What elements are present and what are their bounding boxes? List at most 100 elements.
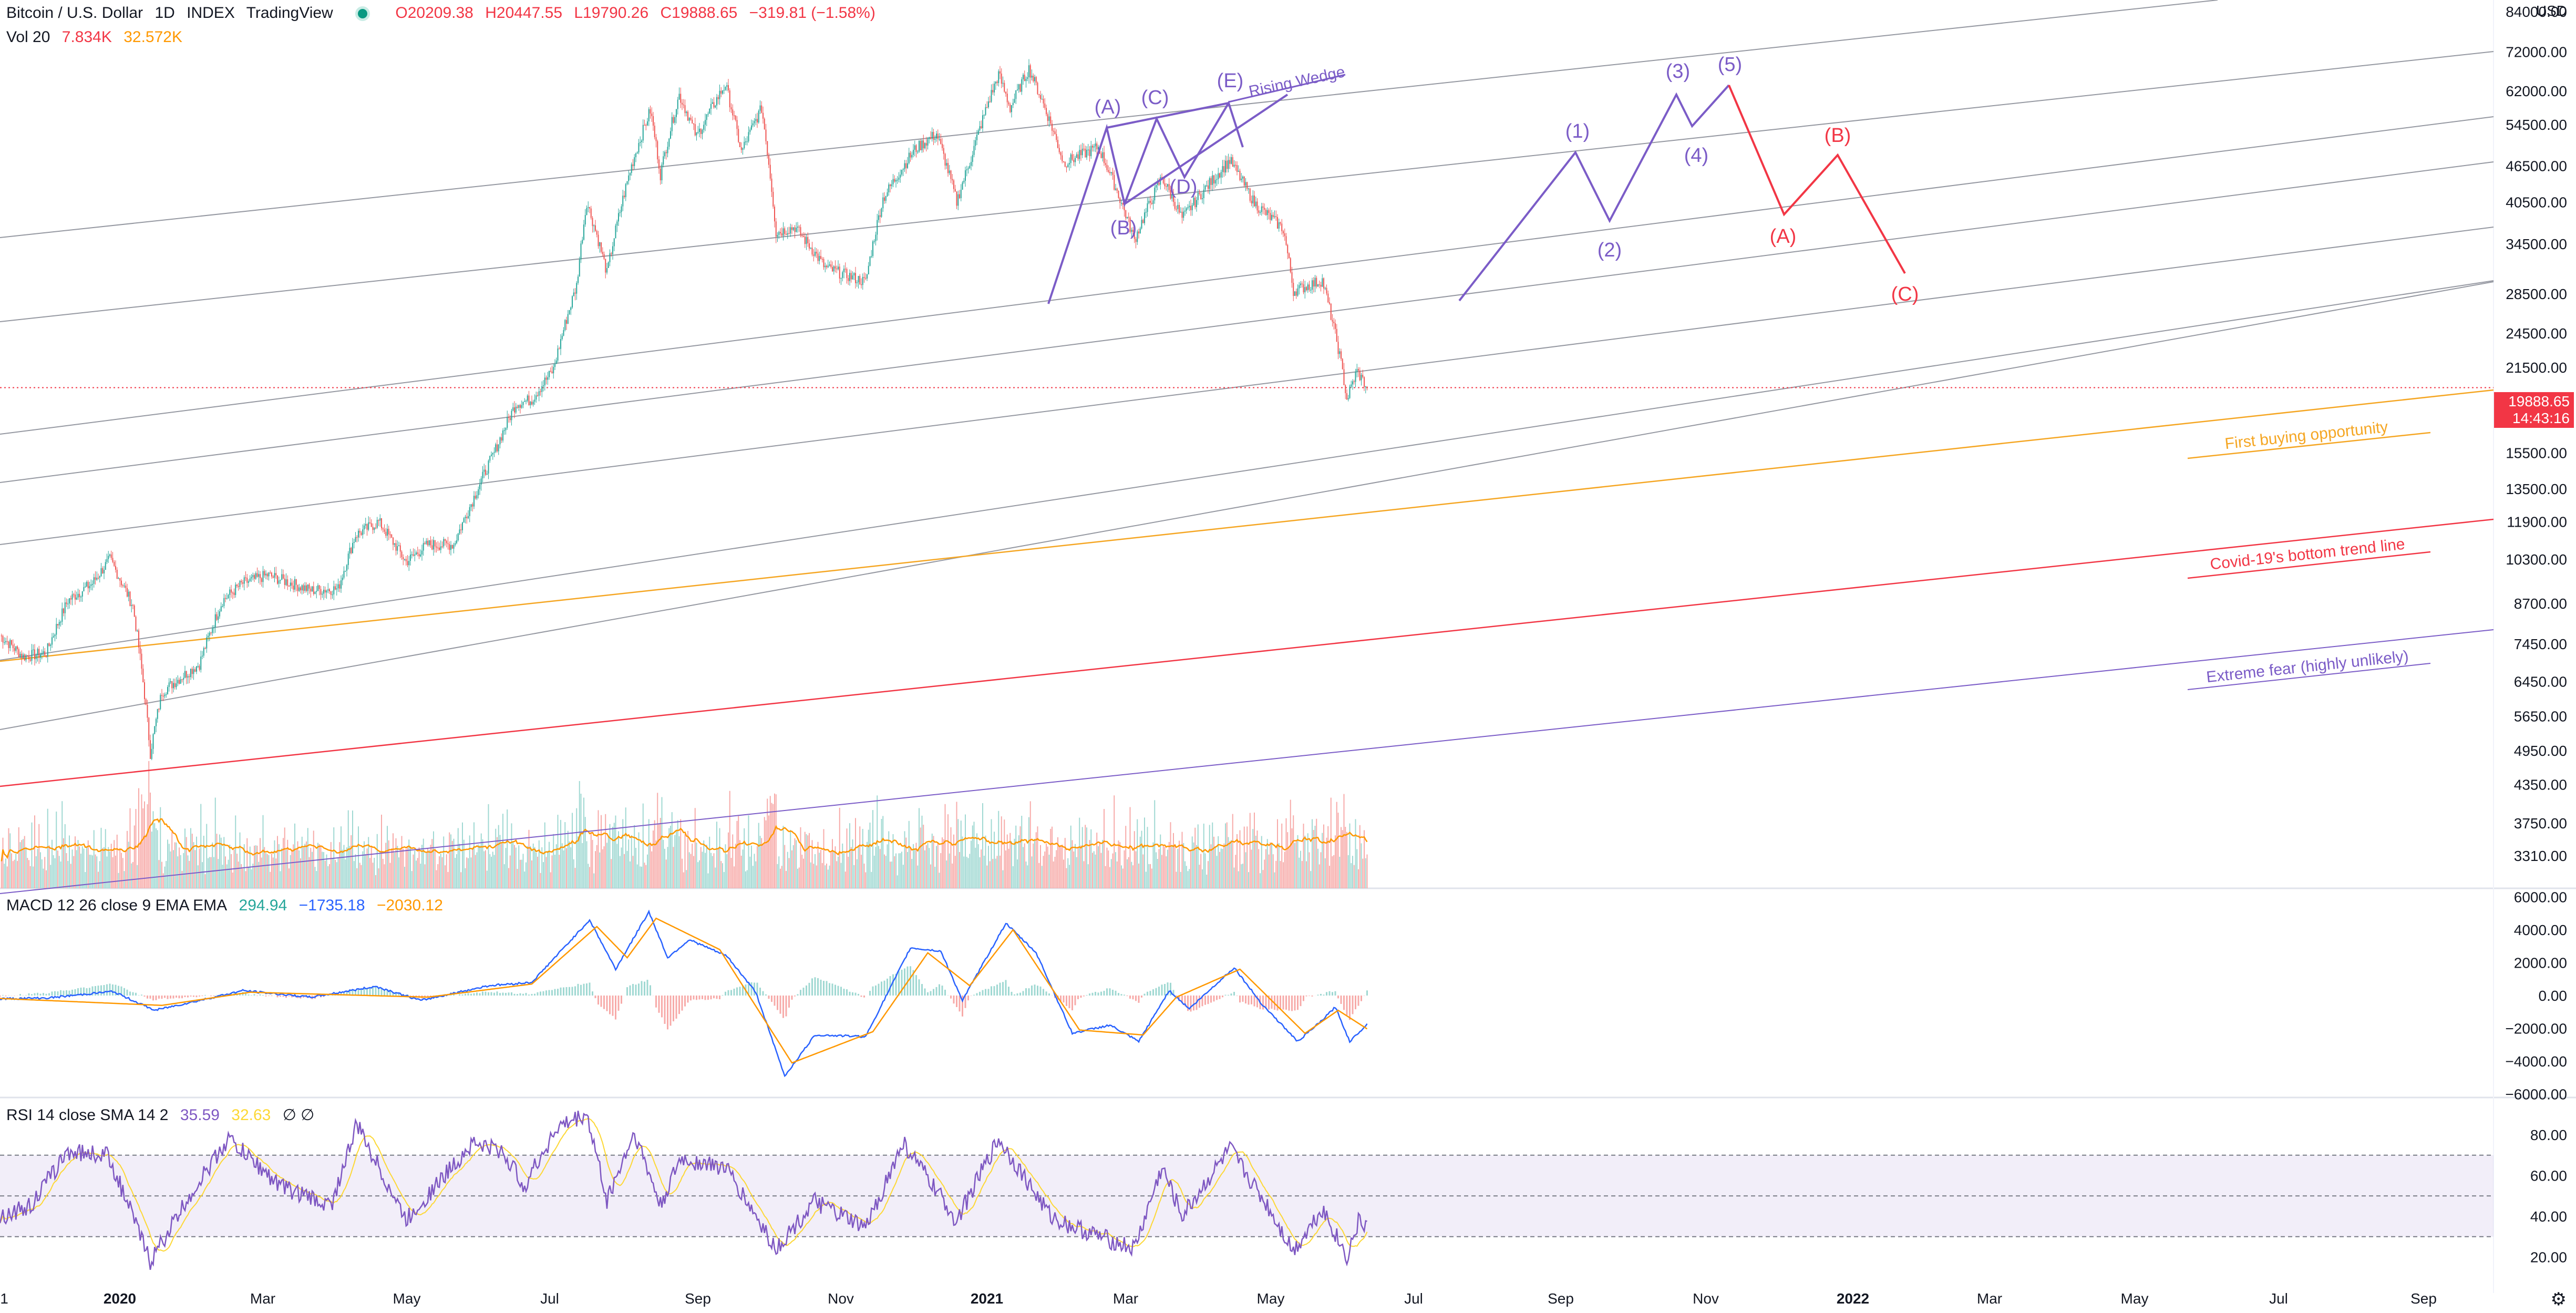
macd-histogram-bar — [149, 996, 151, 999]
macd-histogram-bar — [684, 996, 686, 1007]
volume-bar — [784, 845, 786, 888]
candle-body — [272, 576, 274, 578]
volume-bar — [735, 844, 736, 888]
candle-body — [507, 417, 508, 428]
volume-bar — [318, 844, 320, 888]
candle-body — [387, 529, 388, 536]
volume-bar — [437, 864, 439, 888]
volume-bar — [473, 822, 475, 888]
volume-bar — [840, 863, 842, 888]
candle-body — [663, 156, 664, 165]
candle-body — [398, 545, 399, 547]
candle-body — [206, 637, 208, 649]
volume-bar — [601, 815, 602, 888]
candle-body — [804, 236, 806, 244]
volume-bar — [709, 836, 710, 888]
candle-body — [318, 585, 320, 589]
volume-bar — [570, 847, 572, 888]
volume-bar — [1052, 826, 1053, 888]
volume-legend[interactable]: Vol 20 7.834K 32.572K — [6, 28, 190, 46]
interval-label[interactable]: 1D — [154, 4, 175, 22]
price-tick: 5650.00 — [2514, 708, 2567, 724]
candle-body — [148, 717, 150, 741]
macd-histogram-bar — [1332, 992, 1333, 996]
candle-body — [34, 649, 35, 660]
volume-bar — [683, 872, 684, 888]
volume-bar — [578, 836, 579, 888]
volume-bar — [806, 834, 807, 888]
macd-histogram-bar — [1256, 996, 1258, 1008]
time-axis[interactable]: 1 2020 Mar May Jul Sep Nov 2021 Mar May Jul Sep Nov 2… — [0, 1290, 2437, 1307]
volume-legend-label: Vol 20 — [6, 28, 50, 46]
volume-bar — [861, 855, 862, 888]
price-axis[interactable]: USD84000.0072000.0062000.0054500.0046500… — [2505, 3, 2567, 1266]
macd-histogram-bar — [488, 992, 489, 996]
macd-histogram-bar — [1071, 996, 1073, 1011]
candle-body — [574, 292, 576, 294]
candle-body — [1229, 160, 1231, 164]
macd-histogram-bar — [557, 989, 559, 996]
candle-body — [374, 527, 375, 530]
macd-histogram-bar — [999, 982, 1001, 996]
candle-body — [1246, 182, 1248, 189]
symbol-name[interactable]: Bitcoin / U.S. Dollar — [6, 4, 143, 22]
volume-bar — [1048, 855, 1050, 888]
candle-body — [1313, 280, 1314, 287]
volume-bar — [956, 802, 957, 888]
gear-icon[interactable]: ⚙ — [2550, 1289, 2567, 1309]
volume-bar — [25, 847, 27, 888]
candle-body — [71, 594, 73, 600]
candle-body — [994, 84, 995, 93]
candle-body — [619, 212, 621, 213]
time-tick: 2020 — [104, 1290, 136, 1307]
macd-histogram-bar — [1297, 996, 1299, 1010]
macd-histogram-bar — [863, 996, 865, 998]
candle-body — [499, 437, 501, 445]
candle-body — [1167, 184, 1168, 187]
candle-body — [1156, 185, 1157, 188]
candle-body — [181, 679, 183, 680]
macd-histogram-bar — [1280, 996, 1281, 1010]
candle-body — [1173, 194, 1174, 202]
volume-bar — [173, 850, 174, 888]
candle-body — [1001, 73, 1002, 84]
macd-histogram-bar — [1337, 996, 1339, 999]
volume-bar — [959, 852, 960, 888]
candle-body — [1301, 283, 1303, 284]
candle-body — [902, 169, 904, 170]
candle-body — [1355, 372, 1356, 382]
candle-body — [1024, 75, 1025, 81]
volume-bar — [813, 864, 815, 888]
macd-histogram-bar — [1043, 989, 1044, 996]
candle-body — [671, 117, 673, 131]
candle-body — [157, 709, 158, 719]
candle-body — [4, 642, 5, 643]
volume-bar — [238, 861, 239, 888]
volume-bar — [51, 839, 53, 888]
volume-bar — [653, 830, 654, 888]
candle-body — [534, 399, 535, 402]
volume-bar — [892, 834, 894, 888]
macd-legend[interactable]: MACD 12 26 close 9 EMA EMA 294.94 −1735.… — [6, 897, 450, 915]
macd-histogram-bar — [1262, 996, 1264, 1010]
rsi-legend[interactable]: RSI 14 close SMA 14 2 35.59 32.63 ∅ ∅ — [6, 1106, 322, 1124]
volume-bar — [218, 859, 219, 888]
macd-histogram-bar — [548, 990, 550, 996]
macd-histogram-bar — [1357, 996, 1359, 1006]
macd-histogram-bar — [1172, 990, 1174, 996]
volume-bar — [651, 851, 653, 888]
volume-bar — [1262, 870, 1264, 888]
candle-body — [375, 527, 376, 529]
volume-bar — [1079, 817, 1080, 888]
volume-bar — [330, 842, 332, 888]
volume-bar — [66, 853, 67, 888]
volume-bar — [1002, 870, 1004, 888]
candle-body — [694, 124, 696, 136]
candle-body — [956, 191, 957, 206]
macd-histogram-bar — [779, 996, 781, 1014]
macd-histogram-bar — [57, 991, 59, 996]
volume-bar — [875, 847, 877, 888]
symbol-header[interactable]: Bitcoin / U.S. Dollar 1D INDEX TradingVi… — [6, 4, 883, 22]
volume-bar — [712, 856, 713, 888]
